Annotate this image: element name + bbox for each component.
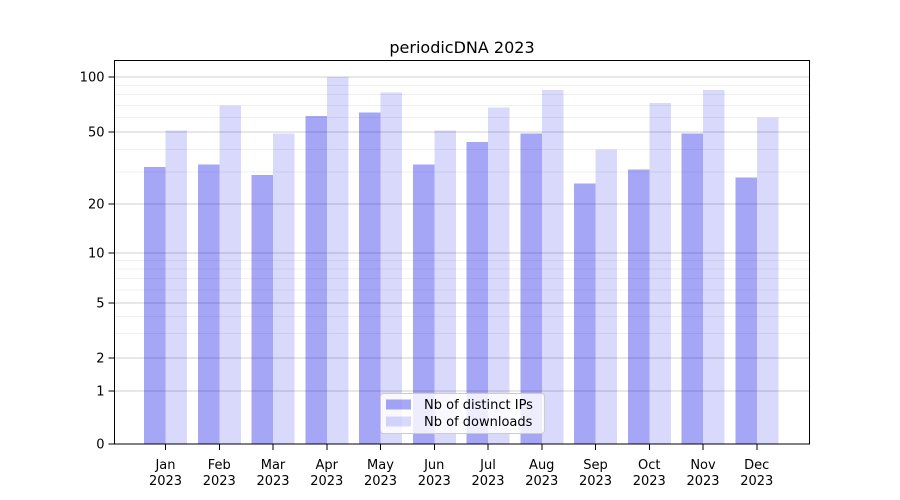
x-tick-label-year: 2023 [418,474,451,489]
legend-swatch-downloads [386,416,411,427]
chart-title: periodicDNA 2023 [389,38,534,57]
bar-downloads-dec [756,117,779,444]
x-tick-label-month: Sep [583,458,608,473]
bar-ips-dec [735,177,757,444]
y-tick-label: 1 [96,385,104,400]
bar-downloads-jan [165,130,187,444]
x-tick-label-year: 2023 [203,474,236,489]
y-tick-label: 20 [88,198,105,213]
legend-swatch-ips [386,399,411,410]
bar-ips-aug [520,133,542,445]
bar-ips-jul [466,142,488,444]
y-tick-label: 50 [88,126,105,141]
x-tick-label-month: Oct [638,458,660,473]
x-tick-label-year: 2023 [256,474,289,489]
bar-downloads-sep [595,149,617,444]
x-tick-label-year: 2023 [525,474,558,489]
legend-label: Nb of downloads [424,415,533,430]
x-tick-label-month: Mar [261,458,286,473]
x-tick-label-month: May [367,458,394,473]
bar-downloads-apr [326,77,349,444]
y-tick-label: 2 [96,352,104,367]
legend-box [380,393,545,434]
bar-ips-apr [305,116,327,445]
bar-downloads-aug [541,89,564,444]
y-tick-label: 10 [88,247,105,262]
bar-downloads-oct [649,103,671,444]
bar-ips-sep [574,183,596,444]
x-tick-label-year: 2023 [633,474,666,489]
y-tick-label: 5 [96,297,104,312]
x-tick-label-year: 2023 [579,474,612,489]
y-tick-label: 100 [80,71,105,86]
bar-downloads-jul [488,107,510,445]
x-tick-label-year: 2023 [364,474,397,489]
x-tick-label-year: 2023 [740,474,773,489]
plot-area [114,60,810,444]
bar-downloads-feb [219,105,241,445]
x-tick-label-year: 2023 [310,474,343,489]
x-tick-label-month: Nov [690,458,716,473]
x-tick-label-month: Apr [316,458,339,473]
plot-frame [114,60,810,445]
x-tick-label-month: Jun [423,458,444,473]
legend-label: Nb of distinct IPs [424,398,533,413]
x-tick-label-year: 2023 [149,474,182,489]
bar-downloads-mar [273,133,295,445]
y-tick-label: 0 [96,438,104,453]
bar-ips-feb [197,164,220,444]
bar-downloads-jun [434,130,456,444]
x-tick-label-month: Dec [744,458,769,473]
bar-ips-mar [251,174,273,444]
bar-ips-may [359,112,381,444]
x-tick-label-year: 2023 [471,474,504,489]
bar-ips-jun [412,164,435,444]
x-tick-label-month: Aug [529,458,554,473]
bar-downloads-nov [703,89,725,444]
bar-ips-nov [681,133,703,445]
x-tick-label-month: Jan [154,458,175,473]
x-tick-label-year: 2023 [686,474,719,489]
bar-ips-jan [144,167,166,444]
x-tick-label-month: Jul [479,458,496,473]
bar-ips-oct [627,169,650,445]
x-tick-label-month: Feb [208,458,231,473]
bar-downloads-may [380,92,402,444]
